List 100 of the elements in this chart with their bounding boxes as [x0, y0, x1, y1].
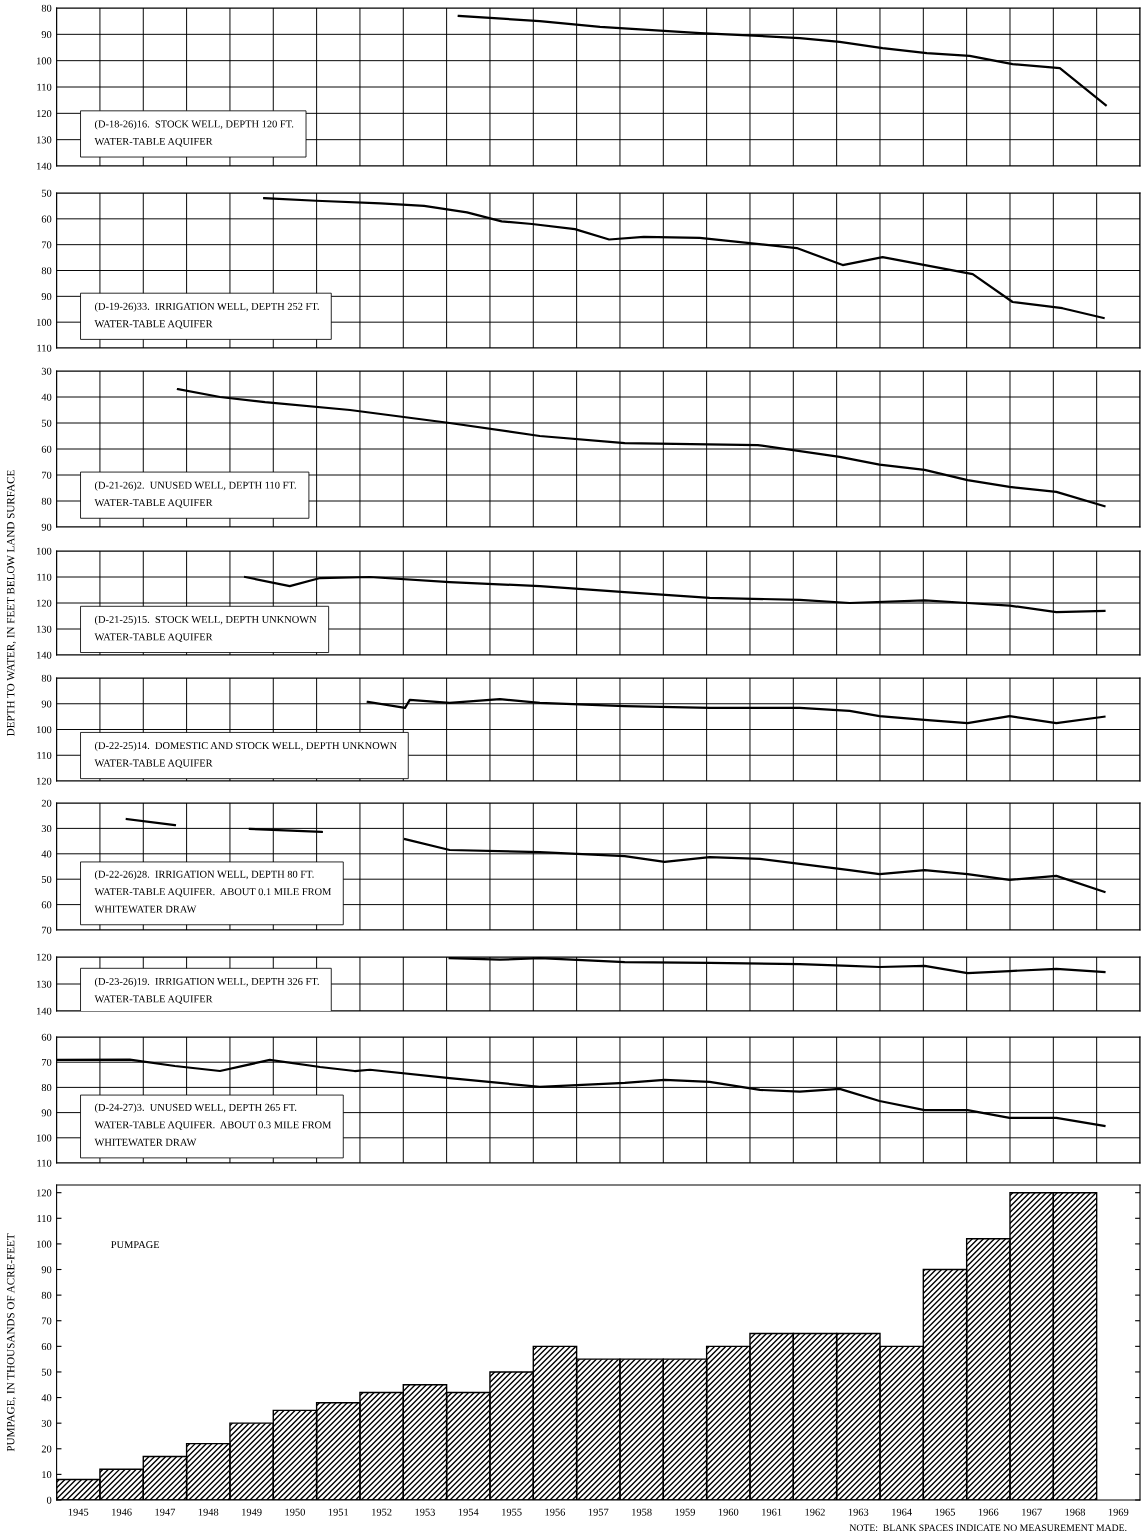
y-tick-label: 30 [41, 825, 52, 833]
y-tick-label: 90 [41, 293, 52, 301]
annotation: (D-22-26)28. IRRIGATION WELL, DEPTH 80 FT. [94, 870, 314, 880]
annotation: (D-22-25)14. DOMESTIC AND STOCK WELL, DEPTH UNKNOWN [94, 741, 397, 752]
y-tick-label: 140 [37, 651, 52, 659]
y-tick-label: 80 [41, 267, 52, 275]
x-tick-label: 1965 [935, 1508, 955, 1516]
x-tick-label: 1954 [458, 1508, 479, 1516]
y-tick-label: 110 [37, 1214, 52, 1223]
x-tick-label: 1961 [762, 1508, 782, 1516]
annotation: WATER-TABLE AQUIFER [94, 759, 213, 769]
y-tick-label: 60 [41, 445, 52, 453]
y-tick-label: 90 [41, 523, 52, 531]
y-tick-label: 130 [37, 980, 52, 988]
y-tick-label: 50 [41, 875, 52, 883]
y-tick-label: 120 [37, 953, 52, 961]
text: NOTE: BLANK SPACES INDICATE NO MEASUREMENT MADE. [849, 1524, 1127, 1532]
y-tick-label: 50 [41, 1368, 52, 1376]
y-tick-label: 30 [41, 367, 52, 375]
y-tick-label: 20 [41, 1445, 52, 1453]
y-tick-label: 140 [37, 162, 52, 170]
y-tick-label: 40 [41, 850, 52, 858]
y-tick-label: 60 [41, 901, 52, 909]
y-tick-label: 90 [41, 1266, 52, 1274]
y-tick-label: 80 [41, 1084, 52, 1092]
x-tick-label: 1959 [675, 1508, 695, 1516]
y-tick-label: 100 [37, 57, 52, 65]
y-tick-label: 110 [37, 751, 52, 759]
y-tick-label: 40 [41, 393, 52, 401]
y-axis-title: DEPTH TO WATER, IN FEET BELOW LAND SURFACE [6, 470, 17, 737]
annotation: WATER-TABLE AQUIFER. ABOUT 0.3 MILE FROM [94, 1121, 332, 1130]
x-tick-label: 1967 [1022, 1508, 1042, 1516]
x-tick-label: 1956 [545, 1508, 566, 1516]
y-tick-label: 0 [46, 1496, 52, 1504]
annotation: WATER-TABLE AQUIFER. ABOUT 0.1 MILE FROM [94, 888, 332, 897]
y-tick-label: 70 [42, 926, 52, 934]
y-tick-label: 80 [41, 4, 52, 12]
y-tick-label: 90 [41, 1109, 52, 1117]
x-tick-label: 1966 [978, 1508, 999, 1516]
x-tick-label: 1964 [892, 1508, 912, 1516]
y-tick-label: 100 [37, 547, 52, 555]
y-tick-label: 60 [41, 215, 52, 223]
y-tick-label: 110 [37, 344, 52, 352]
x-tick-label: 1953 [415, 1508, 435, 1516]
y-tick-label: 20 [41, 799, 52, 807]
y-tick-label: 120 [37, 777, 52, 785]
x-tick-label: 1958 [632, 1508, 652, 1516]
annotation: WATER-TABLE AQUIFER [94, 320, 213, 329]
x-tick-label: 1963 [848, 1508, 869, 1516]
y-tick-label: 90 [41, 700, 52, 708]
x-tick-label: 1952 [372, 1508, 392, 1516]
y-tick-label: 120 [37, 110, 52, 118]
y-tick-label: 30 [41, 1419, 52, 1427]
y-tick-label: 120 [37, 1189, 52, 1197]
x-tick-label: 1948 [198, 1508, 219, 1516]
y-tick-label: 60 [41, 1343, 52, 1351]
x-tick-label: 1946 [112, 1508, 132, 1516]
y-tick-label: 70 [42, 471, 52, 479]
y-tick-label: 100 [37, 1240, 52, 1248]
x-tick-label: 1949 [242, 1508, 262, 1516]
y-tick-label: 60 [41, 1033, 52, 1041]
y-tick-label: 10 [42, 1471, 52, 1479]
x-tick-label: 1951 [328, 1508, 349, 1516]
annotation: (D-24-27)3. UNUSED WELL, DEPTH 265 FT. [94, 1103, 297, 1113]
y-tick-label: 70 [42, 1317, 52, 1325]
y-tick-label: 70 [42, 1058, 52, 1066]
y-tick-label: 50 [41, 189, 52, 197]
annotation: WHITEWATER DRAW [94, 905, 197, 913]
annotation: (D-19-26)33. IRRIGATION WELL, DEPTH 252 FT. [94, 302, 319, 312]
y-tick-label: 110 [37, 573, 52, 581]
annotation: (D-21-26)2. UNUSED WELL, DEPTH 110 FT. [94, 481, 296, 491]
x-tick-label: 1969 [1108, 1508, 1129, 1516]
y-tick-label: 100 [37, 726, 52, 734]
annotation: WATER-TABLE AQUIFER [94, 995, 213, 1004]
annotation: WATER-TABLE AQUIFER [94, 137, 213, 147]
y-tick-label: 40 [41, 1394, 52, 1402]
x-tick-label: 1950 [285, 1508, 305, 1516]
annotation: PUMPAGE [111, 1241, 160, 1249]
annotation: WATER-TABLE AQUIFER [94, 499, 213, 508]
y-tick-label: 110 [37, 1159, 52, 1167]
y-tick-label: 90 [41, 31, 52, 39]
y-tick-label: 110 [37, 83, 52, 91]
y-tick-label: 50 [41, 419, 52, 427]
y-axis-title: PUMPAGE, IN THOUSANDS OF ACRE-FEET [6, 1233, 17, 1452]
x-tick-label: 1945 [68, 1508, 89, 1516]
y-tick-label: 140 [37, 1007, 52, 1015]
x-tick-label: 1962 [805, 1508, 825, 1516]
y-tick-label: 70 [42, 241, 52, 249]
x-tick-label: 1960 [718, 1508, 739, 1516]
y-tick-label: 130 [37, 625, 52, 633]
y-tick-label: 130 [37, 136, 52, 144]
y-tick-label: 80 [41, 497, 52, 505]
annotation: WHITEWATER DRAW [94, 1138, 197, 1146]
y-tick-label: 80 [41, 1291, 52, 1299]
annotation: WATER-TABLE AQUIFER [94, 633, 213, 642]
x-tick-label: 1955 [502, 1508, 522, 1516]
y-tick-label: 100 [37, 1134, 52, 1142]
annotation: (D-21-25)15. STOCK WELL, DEPTH UNKNOWN [94, 615, 317, 626]
x-tick-label: 1957 [588, 1508, 609, 1516]
y-tick-label: 120 [37, 599, 52, 607]
